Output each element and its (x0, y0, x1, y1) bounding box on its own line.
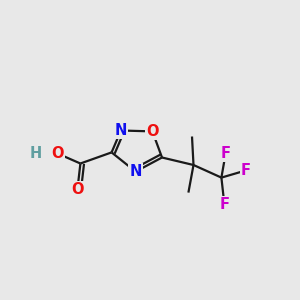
Text: O: O (71, 182, 84, 197)
Text: F: F (219, 197, 230, 212)
Text: O: O (146, 124, 159, 139)
Text: O: O (52, 146, 64, 160)
Text: N: N (129, 164, 142, 179)
Text: F: F (241, 163, 251, 178)
Text: N: N (115, 123, 127, 138)
Text: F: F (220, 146, 231, 161)
Text: H: H (30, 146, 42, 160)
